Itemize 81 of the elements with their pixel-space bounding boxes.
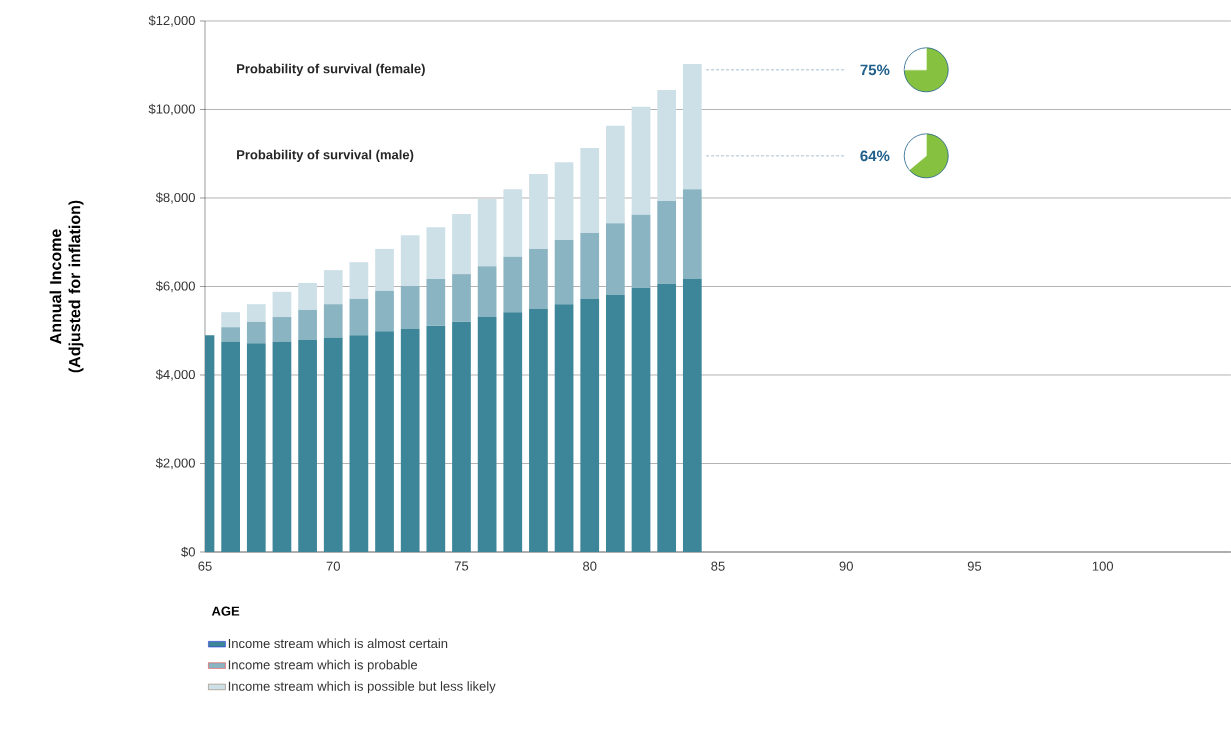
- bar: [657, 283, 677, 552]
- bar: [375, 331, 394, 552]
- y-tick-label: $12,000: [148, 15, 195, 27]
- bar: [400, 235, 420, 287]
- x-tick-label: 80: [583, 561, 597, 571]
- bar: [529, 174, 548, 249]
- annotation: 64%: [860, 150, 890, 162]
- x-tick-label: 75: [454, 561, 469, 571]
- x-tick-label: 65: [198, 561, 212, 571]
- bar: [631, 287, 651, 552]
- y-tick-label: $0: [181, 546, 195, 558]
- bar: [349, 298, 369, 336]
- bar: [554, 240, 574, 305]
- bar: [503, 312, 523, 552]
- bar: [657, 90, 677, 202]
- bar: [554, 304, 574, 552]
- bar: [426, 278, 446, 326]
- annotation: 75%: [860, 64, 890, 76]
- y-tick-label: $2,000: [155, 457, 195, 470]
- bar: [452, 321, 471, 552]
- x-axis-title: AGE: [211, 606, 240, 616]
- bar: [631, 214, 651, 288]
- bar: [503, 256, 523, 313]
- y-tick-label: $10,000: [148, 103, 195, 116]
- bar: [606, 125, 625, 224]
- bar: [477, 198, 497, 267]
- bar: [323, 270, 343, 305]
- bar: [349, 262, 369, 299]
- bar: [606, 223, 625, 295]
- bar: [349, 335, 369, 552]
- bar: [375, 248, 394, 291]
- bar: [477, 266, 497, 318]
- x-tick-label: 100: [1092, 561, 1114, 571]
- y-tick-label: $4,000: [155, 369, 195, 381]
- legend-label: Income stream which is almost certain: [228, 638, 448, 649]
- bar: [426, 325, 446, 552]
- bar: [221, 327, 241, 342]
- annotation: Probability of survival (female): [237, 63, 425, 76]
- bar: [606, 294, 625, 552]
- bar: [221, 312, 241, 328]
- bar: [246, 343, 266, 552]
- bar: [554, 162, 574, 241]
- bar: [221, 341, 241, 552]
- bar: [323, 337, 343, 552]
- bar: [477, 317, 497, 552]
- x-tick-label: 85: [711, 561, 725, 571]
- bar: [580, 147, 600, 233]
- bar: [400, 328, 420, 552]
- bar: [323, 304, 343, 338]
- bar: [400, 286, 420, 329]
- y-tick-label: $8,000: [155, 192, 195, 204]
- bar: [452, 274, 471, 322]
- bar: [682, 189, 702, 279]
- y-axis-title: Annual Income (Adjusted for inflation): [49, 200, 84, 373]
- bar: [657, 201, 677, 284]
- bar: [298, 309, 317, 341]
- bar: [298, 340, 317, 552]
- bar: [682, 278, 702, 552]
- bar: [682, 63, 702, 190]
- bar: [580, 298, 600, 552]
- bar: [375, 290, 394, 332]
- bar: [580, 232, 600, 299]
- legend-label: Income stream which is possible but less likely: [228, 681, 496, 694]
- x-tick-label: 70: [326, 561, 340, 571]
- bar: [503, 189, 523, 257]
- bar: [631, 106, 651, 215]
- legend-label: Income stream which is probable: [228, 659, 418, 672]
- bar: [246, 321, 266, 344]
- bar: [272, 317, 292, 342]
- bar: [298, 282, 317, 310]
- x-tick-label: 95: [967, 561, 982, 571]
- bar: [272, 291, 292, 318]
- x-tick-label: 90: [839, 561, 853, 571]
- bar: [529, 309, 548, 552]
- bar: [529, 248, 548, 310]
- bar: [426, 227, 446, 279]
- y-tick-label: $6,000: [155, 280, 195, 293]
- bar: [452, 213, 471, 275]
- bar: [246, 304, 266, 322]
- bar: [272, 341, 292, 552]
- annotation: Probability of survival (male): [237, 149, 414, 162]
